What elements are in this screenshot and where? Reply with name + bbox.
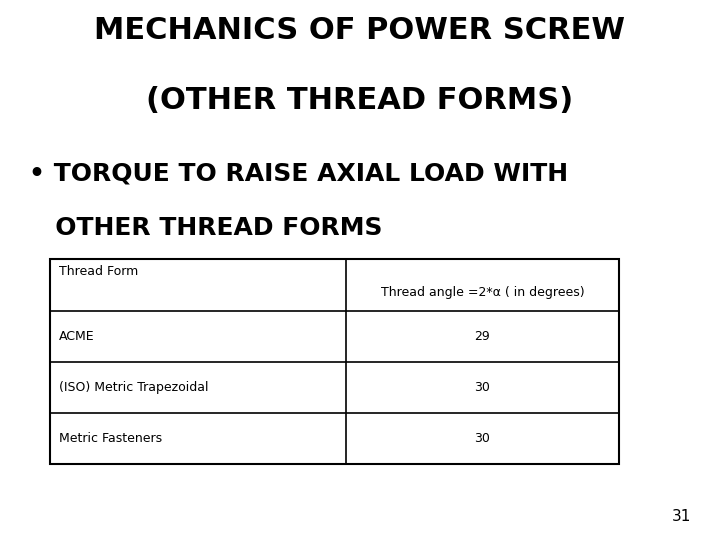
Text: 29: 29: [474, 329, 490, 343]
Text: • TORQUE TO RAISE AXIAL LOAD WITH: • TORQUE TO RAISE AXIAL LOAD WITH: [29, 162, 568, 186]
Bar: [50, 259, 619, 464]
Text: 30: 30: [474, 381, 490, 394]
Text: 31: 31: [672, 509, 691, 524]
Text: 30: 30: [474, 432, 490, 445]
Text: MECHANICS OF POWER SCREW: MECHANICS OF POWER SCREW: [94, 16, 626, 45]
Text: OTHER THREAD FORMS: OTHER THREAD FORMS: [29, 216, 382, 240]
Text: (OTHER THREAD FORMS): (OTHER THREAD FORMS): [146, 86, 574, 116]
Text: (ISO) Metric Trapezoidal: (ISO) Metric Trapezoidal: [59, 381, 209, 394]
Text: Metric Fasteners: Metric Fasteners: [59, 432, 162, 445]
Text: Thread Form: Thread Form: [59, 265, 138, 278]
Text: ACME: ACME: [59, 329, 94, 343]
Text: Thread angle =2*α ( in degrees): Thread angle =2*α ( in degrees): [381, 286, 584, 299]
